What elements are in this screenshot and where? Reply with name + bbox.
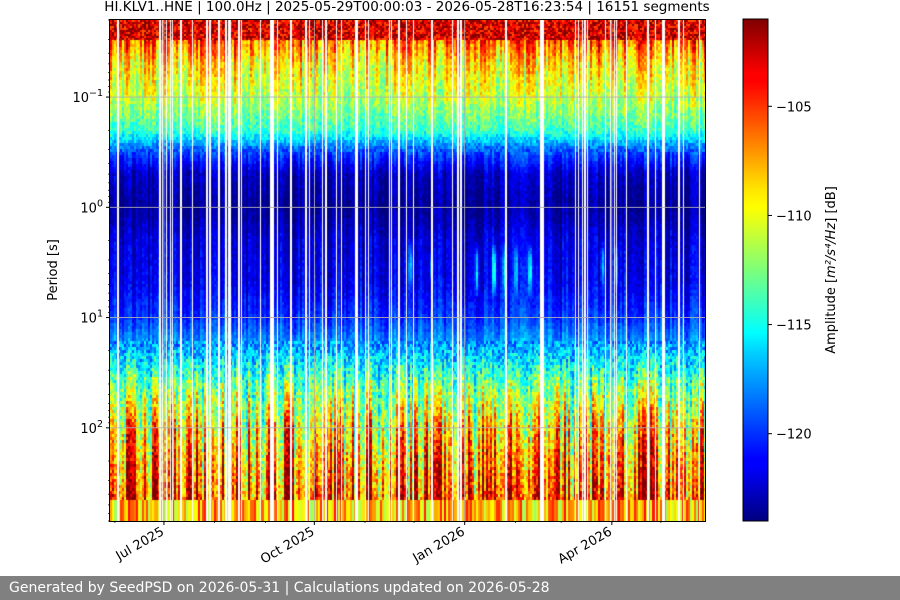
x-tick-label: Jul 2025	[113, 524, 167, 564]
grid-lines	[110, 20, 705, 521]
colorbar-label-suffix: ] [dB]	[824, 186, 839, 223]
footer-text: Generated by SeedPSD on 2026-05-31 | Cal…	[9, 580, 550, 596]
y-axis: 10−1 100 101 102	[72, 19, 110, 522]
colorbar-label-prefix: Amplitude [	[824, 278, 839, 354]
colorbar-tick-label: −115	[776, 319, 812, 334]
colorbar-label: Amplitude [m²/s⁴/Hz] [dB]	[824, 186, 839, 354]
colorbar-tick-label: −105	[776, 100, 812, 115]
y-tick-label: 10−1	[72, 88, 103, 106]
y-tick-label: 102	[80, 419, 103, 437]
plot-frame	[109, 19, 706, 522]
y-tick-label: 100	[80, 198, 103, 216]
colorbar-ticks: −105 −110 −115 −120	[768, 100, 812, 443]
x-tick-label: Jan 2026	[410, 524, 468, 566]
x-axis: Jul 2025 Oct 2025 Jan 2026 Apr 2026	[113, 521, 662, 567]
x-tick-label: Oct 2025	[258, 524, 317, 567]
footer-bar: Generated by SeedPSD on 2026-05-31 | Cal…	[0, 576, 900, 600]
chart-title: HI.KLV1..HNE | 100.0Hz | 2025-05-29T00:0…	[104, 0, 709, 15]
y-tick-label: 101	[80, 309, 103, 327]
colorbar-tick-label: −110	[776, 209, 812, 224]
colorbar-label-units: m²/s⁴/Hz	[824, 222, 839, 278]
plot-area	[110, 20, 705, 521]
spectrogram-image	[110, 20, 705, 521]
colorbar: −105 −110 −115 −120 Amplitude [m²/s⁴/Hz] [d…	[742, 18, 839, 522]
y-axis-label: Period [s]	[46, 239, 61, 301]
colorbar-gradient	[742, 18, 769, 522]
x-tick-label: Apr 2026	[556, 524, 615, 567]
colorbar-tick-label: −120	[776, 428, 812, 443]
